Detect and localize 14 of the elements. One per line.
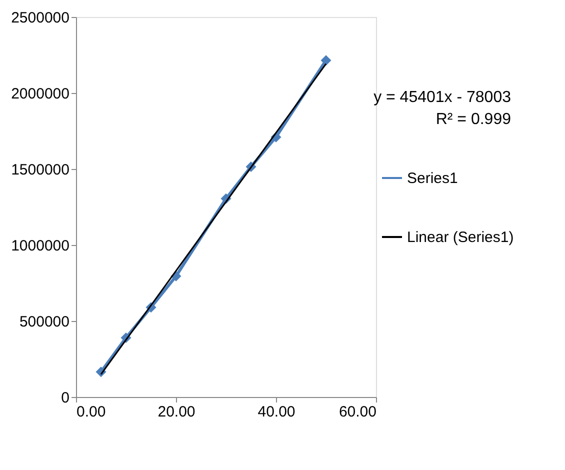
legend-label: Linear (Series1) [407, 229, 514, 246]
x-tick-label: 60.00 [338, 404, 376, 420]
annotation: y = 45401x - 78003 [374, 89, 512, 106]
text: R² = 0.999 [436, 111, 512, 128]
y-tick-label: 1500000 [11, 162, 70, 178]
x-tick-label: 0.00 [76, 404, 106, 420]
y-tick-label: 500000 [19, 314, 70, 330]
y-tick-label: 1000000 [11, 238, 70, 254]
y-tick-label: 0 [61, 390, 70, 406]
y-tick-label: 2000000 [11, 86, 70, 102]
x-tick-label: 20.00 [158, 404, 196, 420]
y-tick-label: 2500000 [11, 10, 70, 26]
legend-label: Series1 [407, 170, 458, 187]
x-tick-label: 40.00 [258, 404, 296, 420]
